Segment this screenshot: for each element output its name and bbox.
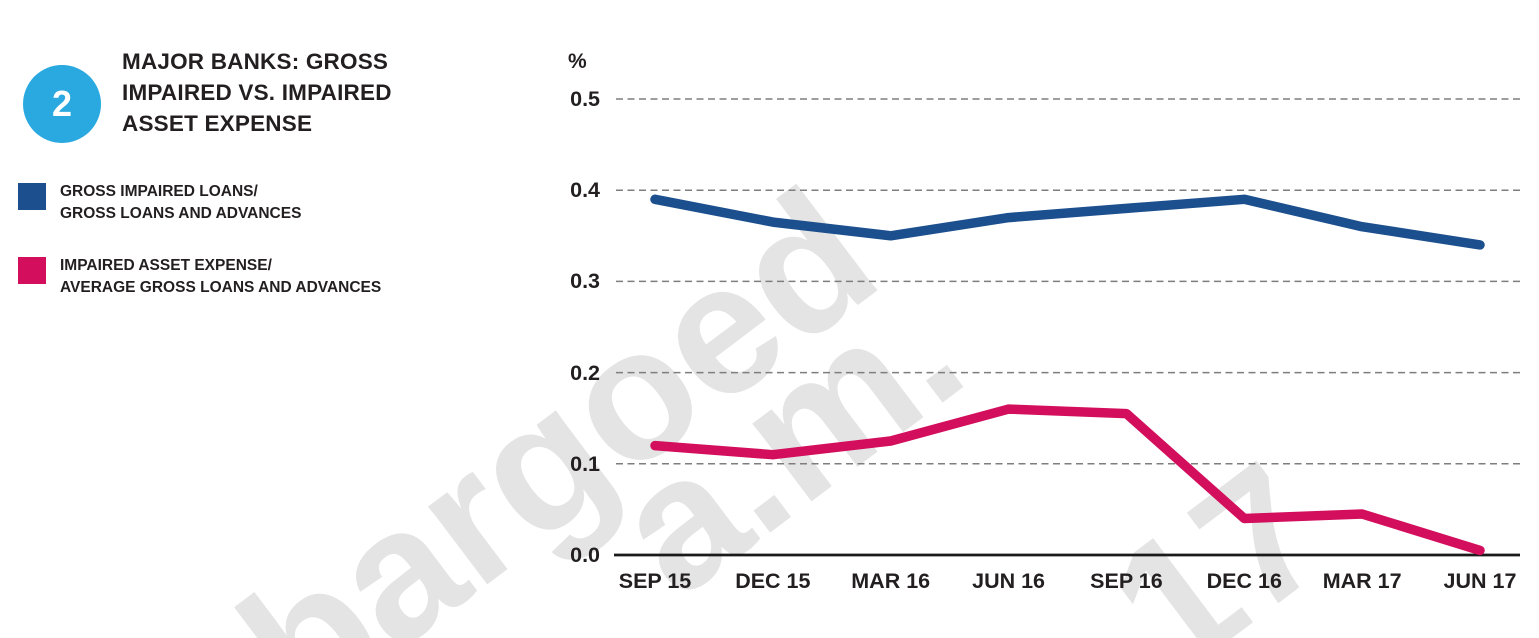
- x-category-label: DEC 15: [735, 569, 811, 593]
- y-axis-unit-label: %: [568, 50, 587, 73]
- legend: GROSS IMPAIRED LOANS/ GROSS LOANS AND AD…: [18, 181, 381, 329]
- y-tick-label: 0.0: [570, 543, 600, 567]
- series-line-impaired-asset-expense: [650, 404, 1485, 556]
- legend-color-swatch: [18, 257, 46, 284]
- legend-item-label: IMPAIRED ASSET EXPENSE/ AVERAGE GROSS LO…: [60, 257, 382, 296]
- figure-number: 2: [51, 83, 73, 124]
- x-category-label: MAR 17: [1322, 569, 1402, 593]
- legend-item: IMPAIRED ASSET EXPENSE/ AVERAGE GROSS LO…: [18, 255, 381, 299]
- y-tick-label: 0.5: [570, 87, 600, 111]
- figure-title: MAJOR BANKS: GROSS IMPAIRED VS. IMPAIRED…: [122, 49, 392, 136]
- legend-item: GROSS IMPAIRED LOANS/ GROSS LOANS AND AD…: [18, 181, 381, 225]
- x-category-label: SEP 16: [1090, 569, 1163, 593]
- y-tick-label: 0.1: [570, 451, 600, 476]
- x-category-label: DEC 16: [1206, 569, 1282, 593]
- figure-number-badge: 2: [23, 65, 101, 143]
- x-category-label: SEP 15: [618, 569, 692, 593]
- x-category-label: MAR 16: [851, 569, 931, 593]
- x-category-label: JUN 17: [1443, 569, 1517, 593]
- y-tick-label: 0.3: [570, 269, 600, 294]
- legend-color-swatch: [18, 183, 46, 210]
- legend-item-label: GROSS IMPAIRED LOANS/ GROSS LOANS AND AD…: [60, 183, 302, 222]
- series-line-gross-impaired-loans: [650, 194, 1485, 250]
- x-category-label: JUN 16: [972, 569, 1046, 593]
- y-tick-label: 0.4: [570, 178, 600, 203]
- y-tick-label: 0.2: [570, 360, 600, 385]
